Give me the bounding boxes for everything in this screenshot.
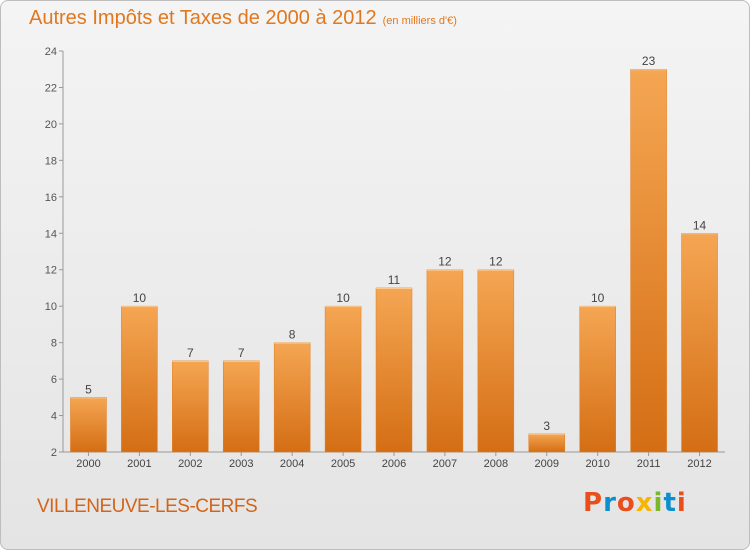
value-label-2000: 5 (85, 382, 92, 396)
value-label-2009: 3 (543, 419, 550, 433)
logo-letter: x (635, 488, 654, 518)
y-tick-label: 18 (45, 155, 57, 167)
x-tick-label-2000: 2000 (76, 458, 100, 470)
logo-letter: i (653, 488, 664, 518)
bar-2001 (121, 305, 158, 453)
value-label-2004: 8 (289, 328, 296, 342)
bars: 5 10 7 7 8 10 11 12 12 3 10 23 14 (70, 54, 718, 453)
bar-2000 (70, 397, 107, 453)
logo-letter: r (603, 488, 617, 518)
bar-2006 (375, 287, 413, 453)
y-tick-label: 4 (51, 411, 57, 423)
x-tick-label-2008: 2008 (484, 458, 508, 470)
logo-letter: P (583, 488, 604, 518)
y-tick-label: 10 (45, 301, 57, 313)
bar-2010 (579, 305, 616, 453)
y-tick-label: 6 (51, 374, 57, 386)
x-tick-label-2003: 2003 (229, 458, 253, 470)
y-tick-label: 22 (45, 82, 57, 94)
chart-unit: (en milliers d'€) (382, 15, 457, 27)
x-tick-label-2002: 2002 (178, 458, 202, 470)
value-label-2010: 10 (591, 291, 605, 305)
value-label-2002: 7 (187, 346, 194, 360)
bar-2005 (324, 305, 362, 453)
bar-2002 (172, 360, 209, 453)
bar-2004 (273, 342, 311, 453)
y-tick-label: 2 (51, 447, 57, 459)
bar-2011 (630, 68, 667, 453)
chart-title: Autres Impôts et Taxes de 2000 à 2012 (en… (29, 7, 457, 30)
value-label-2012: 14 (693, 218, 707, 232)
value-label-2008: 12 (489, 255, 503, 269)
value-label-2006: 11 (388, 273, 401, 287)
y-tick-label: 16 (45, 192, 57, 204)
x-tick-label-2001: 2001 (127, 458, 151, 470)
y-tick-label: 24 (45, 46, 57, 58)
logo-letter: i (676, 488, 687, 518)
chart-title-text: Autres Impôts et Taxes de 2000 à 2012 (29, 7, 377, 29)
value-label-2001: 10 (133, 291, 147, 305)
proxiti-logo: Proxiti (583, 488, 687, 518)
x-axis: 2000 2001 2002 2003 2004 2005 2006 2007 2008 2009… (63, 451, 725, 470)
x-tick-label-2011: 2011 (637, 458, 661, 470)
bar-2009 (528, 433, 566, 453)
x-tick-label-2006: 2006 (382, 458, 406, 470)
x-tick-label-2004: 2004 (280, 458, 304, 470)
logo-letter: t (663, 488, 677, 518)
x-tick-label-2007: 2007 (433, 458, 457, 470)
bar-2007 (426, 269, 464, 453)
x-tick-label-2012: 2012 (687, 458, 711, 470)
x-tick-label-2009: 2009 (535, 458, 559, 470)
bar-2012 (681, 233, 718, 453)
bar-2008 (477, 269, 515, 453)
y-tick-label: 8 (51, 338, 57, 350)
value-label-2011: 23 (642, 54, 656, 68)
value-label-2007: 12 (438, 255, 452, 269)
logo-letter: o (616, 488, 636, 518)
y-tick-label: 12 (45, 265, 57, 277)
x-tick-label-2005: 2005 (331, 458, 355, 470)
location-label: VILLENEUVE-LES-CERFS (37, 496, 258, 517)
bar-2003 (222, 360, 260, 453)
value-label-2005: 10 (336, 291, 350, 305)
y-tick-label: 14 (45, 228, 57, 240)
value-label-2003: 7 (238, 346, 245, 360)
x-tick-label-2010: 2010 (585, 458, 609, 470)
y-tick-label: 20 (45, 119, 57, 131)
